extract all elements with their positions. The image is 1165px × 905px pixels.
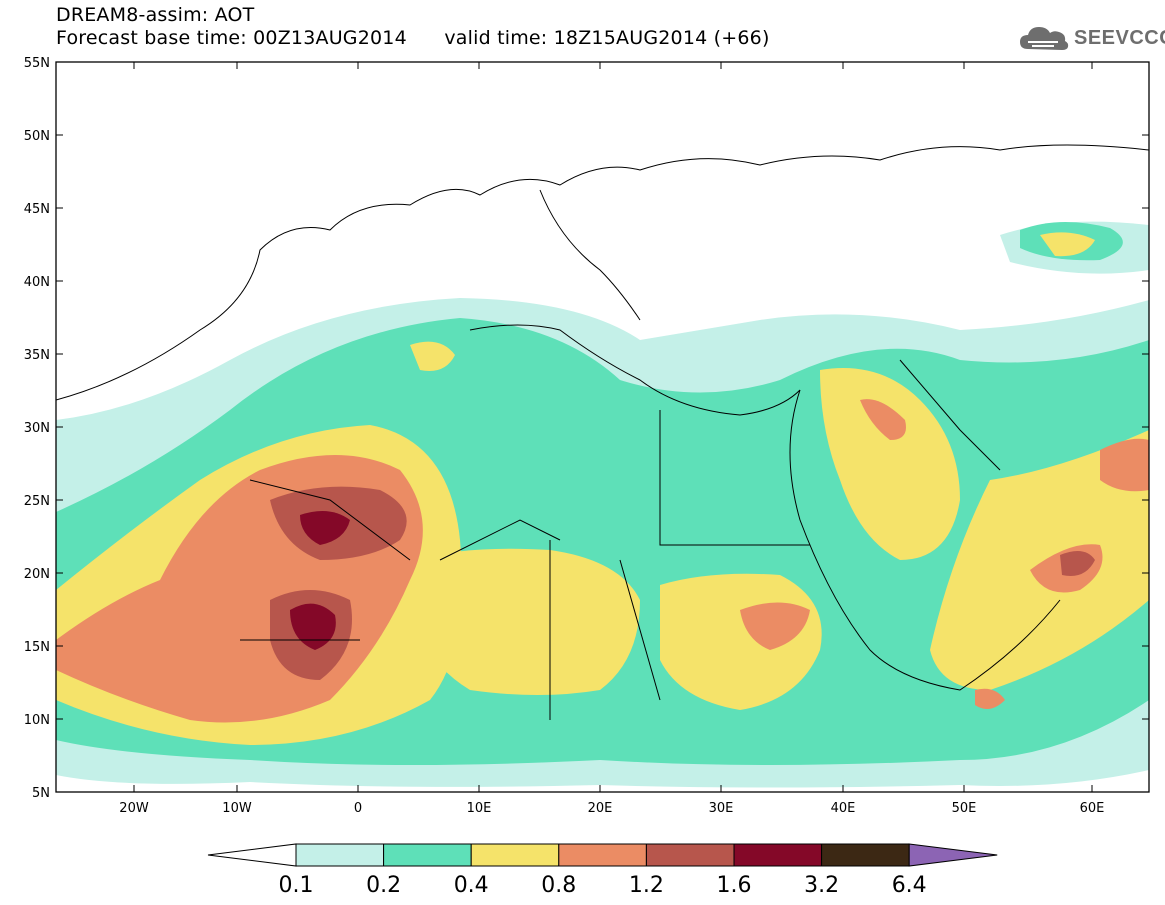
lat-tick-label: 45N	[24, 202, 50, 217]
lon-tick-label: 0	[354, 801, 362, 816]
lat-tick-label: 50N	[24, 129, 50, 144]
lon-tick-label: 40E	[831, 801, 856, 816]
legend-label: 0.1	[279, 873, 314, 898]
logo-text: SEEVCCC	[1074, 26, 1165, 49]
lon-tick-label: 50E	[952, 801, 977, 816]
map-title: DREAM8-assim: AOT	[56, 4, 255, 26]
base-time-label: Forecast base time: 00Z13AUG2014	[56, 27, 407, 49]
time-line: Forecast base time: 00Z13AUG2014 valid t…	[56, 27, 770, 50]
latitude-axis: 55N 50N 45N 40N 35N 30N 25N 20N 15N 10N 5N	[24, 56, 1149, 801]
lon-tick-label: 20W	[119, 801, 149, 816]
legend-label: 1.6	[717, 873, 752, 898]
legend-swatch	[908, 843, 998, 867]
longitude-axis: 20W 10W 0 10E 20E 30E 40E 50E 60E	[119, 62, 1104, 816]
legend-swatch	[383, 843, 472, 867]
lat-tick-label: 55N	[24, 56, 50, 71]
map-header: DREAM8-assim: AOT Forecast base time: 00…	[56, 4, 770, 50]
legend-swatch	[207, 843, 297, 867]
legend-label: 0.8	[541, 873, 576, 898]
lon-tick-label: 10W	[222, 801, 252, 816]
legend-label: 0.2	[366, 873, 401, 898]
legend-label: 6.4	[892, 873, 927, 898]
lat-tick-label: 40N	[24, 275, 50, 290]
lon-tick-label: 60E	[1080, 801, 1105, 816]
legend-swatch	[558, 843, 647, 867]
lat-tick-label: 15N	[24, 640, 50, 655]
lat-tick-label: 35N	[24, 348, 50, 363]
lat-tick-label: 30N	[24, 421, 50, 436]
legend-swatch	[645, 843, 735, 867]
lat-tick-label: 20N	[24, 567, 50, 582]
legend-label: 3.2	[804, 873, 839, 898]
legend-label: 1.2	[629, 873, 664, 898]
legend-swatch	[295, 843, 385, 867]
valid-time-label: valid time: 18Z15AUG2014 (+66)	[444, 27, 770, 49]
lon-tick-label: 30E	[709, 801, 734, 816]
seevccc-logo: SEEVCCC	[1018, 22, 1165, 54]
lat-tick-label: 5N	[32, 786, 50, 801]
coastlines-borders	[56, 144, 1149, 720]
lon-tick-label: 10E	[467, 801, 492, 816]
lat-tick-label: 10N	[24, 713, 50, 728]
legend-label: 0.4	[454, 873, 489, 898]
aot-contour-fill	[56, 62, 1149, 792]
legend-swatch	[470, 843, 560, 867]
legend-swatch	[821, 843, 910, 867]
legend-swatch	[733, 843, 823, 867]
lon-tick-label: 20E	[588, 801, 613, 816]
lat-tick-label: 25N	[24, 494, 50, 509]
cloud-icon	[1020, 27, 1069, 50]
